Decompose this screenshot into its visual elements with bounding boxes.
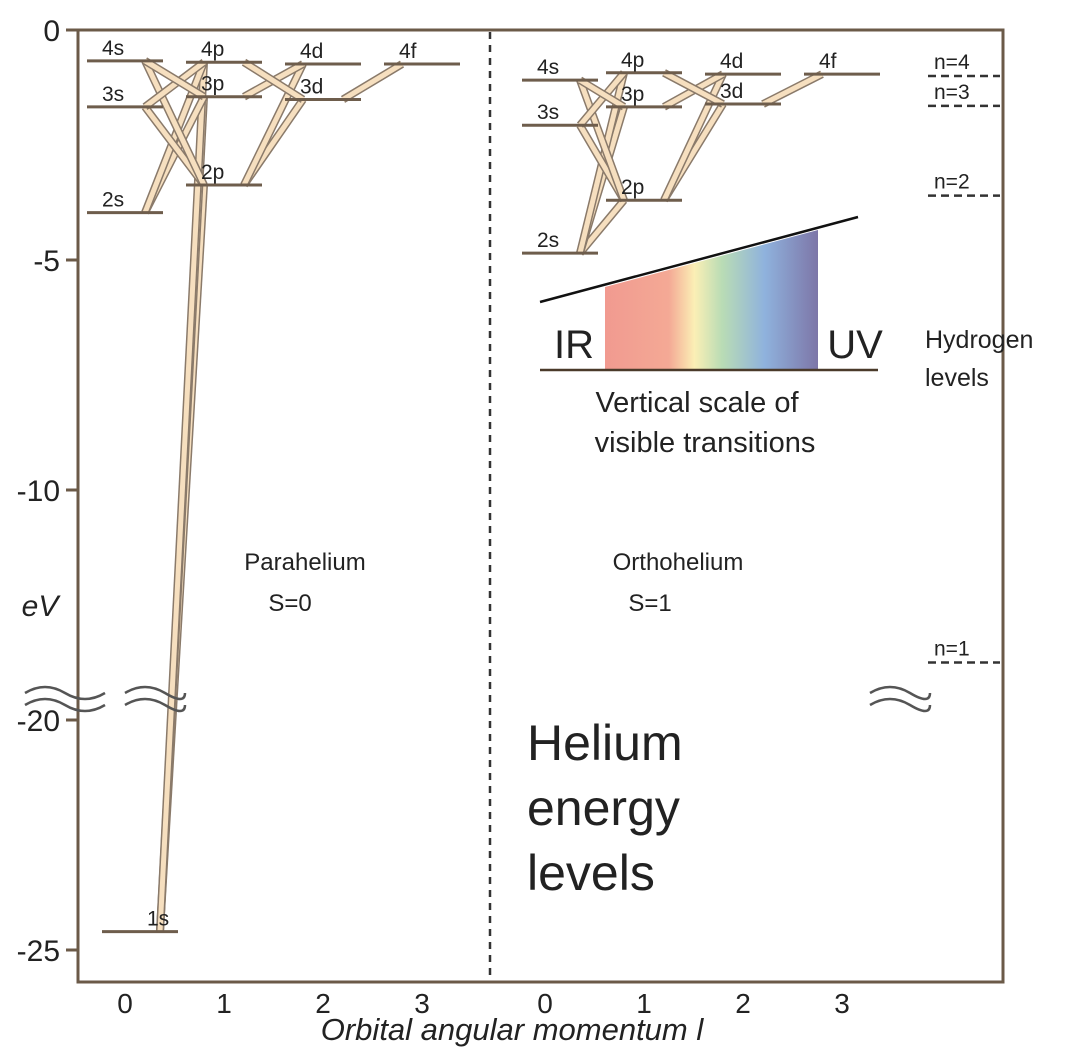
level-label: 3p <box>201 73 224 96</box>
title: Helium <box>527 715 683 771</box>
x-tick-label: 2 <box>315 988 331 1019</box>
y-tick-label: -5 <box>33 245 60 278</box>
level-label: 4d <box>720 50 743 73</box>
level-label: 2s <box>537 229 559 252</box>
transition <box>763 74 822 104</box>
title: levels <box>527 845 655 901</box>
level-label: 3d <box>720 80 743 103</box>
y-tick-label: -25 <box>17 935 60 968</box>
transition <box>160 62 204 931</box>
group-spin: S=1 <box>628 590 671 617</box>
x-tick-label: 1 <box>216 988 232 1019</box>
group-spin: S=0 <box>268 590 311 617</box>
spectrum-caption: visible transitions <box>595 427 816 459</box>
hydrogen-title: Hydrogen <box>925 326 1033 354</box>
x-tick-label: 0 <box>117 988 133 1019</box>
spectrum-right: UV <box>827 323 883 367</box>
spectrum-left: IR <box>554 323 594 367</box>
x-tick-label: 3 <box>414 988 430 1019</box>
transition <box>343 64 402 99</box>
level-label: 4f <box>819 50 837 73</box>
level-label: 4p <box>201 38 224 61</box>
group-name: Orthohelium <box>613 549 744 576</box>
x-tick-label: 2 <box>735 988 751 1019</box>
hydrogen-label: n=1 <box>934 638 970 661</box>
level-label: 1s <box>147 908 169 931</box>
axis-break <box>25 687 930 711</box>
group-name: Parahelium <box>244 549 365 576</box>
y-axis-title: eV <box>22 590 62 623</box>
spectrum-caption: Vertical scale of <box>595 387 799 419</box>
level-label: 4p <box>621 49 644 72</box>
spectrum <box>605 230 818 370</box>
level-label: 4s <box>102 37 124 60</box>
x-tick-label: 3 <box>834 988 850 1019</box>
transitions <box>145 61 822 932</box>
level-label: 3s <box>537 101 559 124</box>
title: energy <box>527 780 680 836</box>
level-label: 4s <box>537 56 559 79</box>
hydrogen-title: levels <box>925 364 989 392</box>
y-tick-label: -10 <box>17 475 60 508</box>
level-label: 3d <box>300 75 323 98</box>
hydrogen-label: n=3 <box>934 81 970 104</box>
hydrogen-label: n=4 <box>934 51 970 74</box>
level-label: 3p <box>621 83 644 106</box>
level-label: 2p <box>201 161 224 184</box>
y-tick-label: 0 <box>43 15 60 48</box>
level-label: 2p <box>621 176 644 199</box>
y-tick-label: -20 <box>17 705 60 738</box>
diagram: 1s 2s 2p 3s 3p 3d 4s 4p 4d 4f 2s 2p 3s 3p 3d 4s 4p 4d 4f I… <box>0 0 1070 1048</box>
x-tick-label: 1 <box>636 988 652 1019</box>
hydrogen-label: n=2 <box>934 171 970 194</box>
level-label: 4d <box>300 40 323 63</box>
level-label: 4f <box>399 40 417 63</box>
level-label: 3s <box>102 83 124 106</box>
level-label: 2s <box>102 189 124 212</box>
x-tick-label: 0 <box>537 988 553 1019</box>
levels: 1s 2s 2p 3s 3p 3d 4s 4p 4d 4f 2s 2p 3s 3p 3d 4s 4p 4d 4f <box>87 37 880 932</box>
